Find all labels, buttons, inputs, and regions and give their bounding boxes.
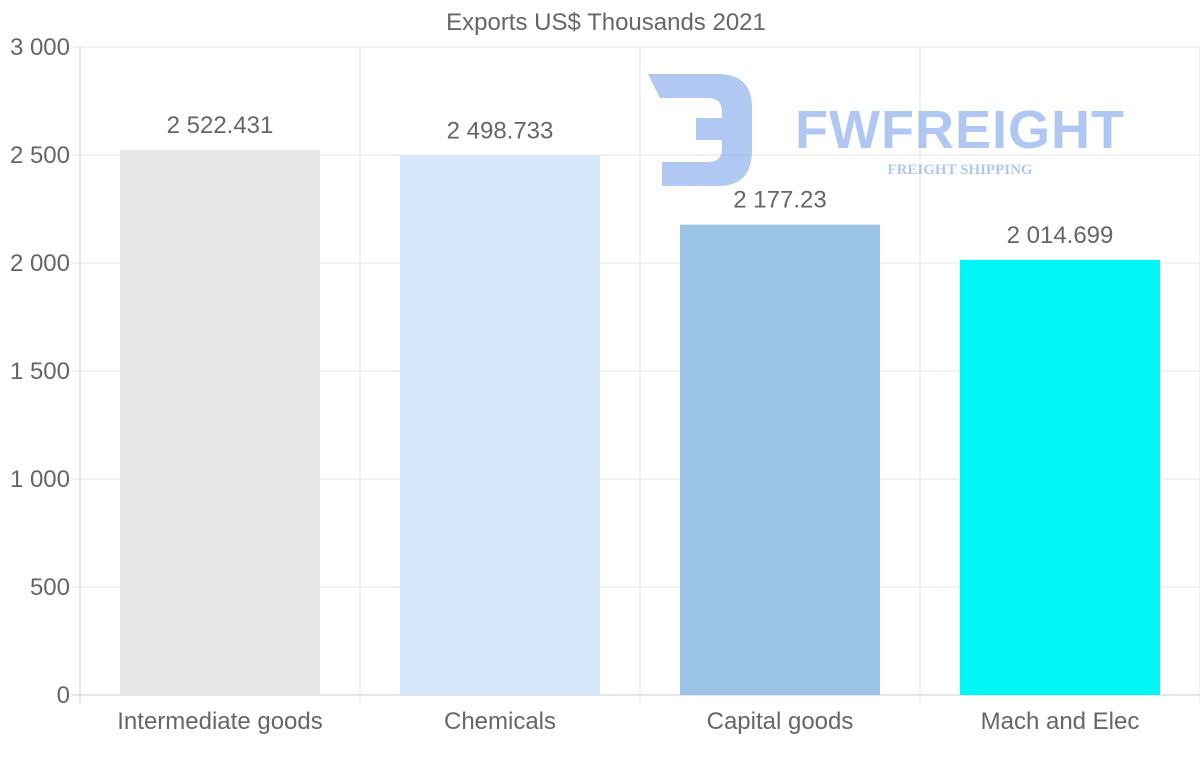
bar-value-label: 2 522.431 xyxy=(167,112,274,139)
y-tick-label: 2 500 xyxy=(10,142,70,169)
x-tick-label: Chemicals xyxy=(444,708,556,735)
y-tick-label: 1 500 xyxy=(10,358,70,385)
chart-title: Exports US$ Thousands 2021 xyxy=(446,9,766,36)
y-tick-label: 3 000 xyxy=(10,34,70,61)
x-tick-label: Capital goods xyxy=(707,708,854,735)
y-tick-label: 2 000 xyxy=(10,250,70,277)
bar[interactable] xyxy=(960,259,1160,695)
y-tick-label: 500 xyxy=(30,574,70,601)
x-tick-label: Intermediate goods xyxy=(117,708,322,735)
x-tick-label: Mach and Elec xyxy=(981,708,1140,735)
watermark-logo-icon xyxy=(648,74,752,186)
watermark: FWFREIGHT FREIGHT SHIPPING xyxy=(648,74,1125,186)
bar[interactable] xyxy=(400,155,600,695)
bar[interactable] xyxy=(120,150,320,695)
bars: 2 522.431 2 498.733 2 177.23 2 014.699 xyxy=(120,112,1160,695)
bar[interactable] xyxy=(680,224,880,695)
y-tick-label: 1 000 xyxy=(10,466,70,493)
bar-value-label: 2 014.699 xyxy=(1007,222,1114,249)
bar-value-label: 2 177.23 xyxy=(733,187,826,214)
bar-value-label: 2 498.733 xyxy=(447,117,554,144)
axes: 0 500 1 000 1 500 2 000 2 500 3 000 Intermediat… xyxy=(10,34,1139,735)
watermark-tagline: FREIGHT SHIPPING xyxy=(887,162,1032,178)
watermark-brand: FWFREIGHT xyxy=(795,100,1125,160)
y-tick-label: 0 xyxy=(57,682,70,709)
